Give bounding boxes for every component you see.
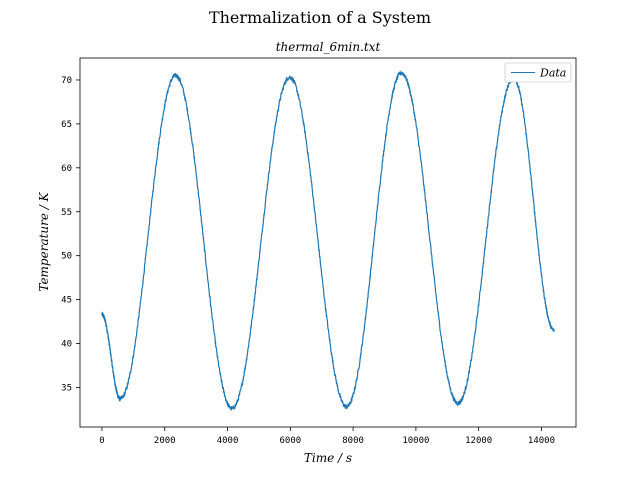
x-axis-label: Time / s [304,451,352,465]
y-tick-label: 50 [61,252,72,262]
plot-area: 0 2000 4000 6000 8000 10000 12000 14000 35 40 45 5… [61,57,577,446]
x-tick-label: 12000 [465,436,492,446]
legend-box [504,62,572,83]
x-tick-label: 4000 [217,436,239,446]
y-tick-label: 60 [61,164,72,174]
y-tick-label: 65 [61,120,72,130]
x-axis-ticks: 0 2000 4000 6000 8000 10000 12000 14000 [99,427,555,446]
y-tick-label: 45 [61,296,72,306]
legend-label-data: Data [539,67,566,80]
y-axis-label: Temperature / K [37,191,51,291]
y-axis-ticks: 35 40 45 50 55 60 65 70 [61,76,80,393]
legend: Data [504,62,572,83]
x-tick-label: 8000 [342,436,364,446]
y-tick-label: 40 [61,340,72,350]
chart-subtitle: thermal_6min.txt [276,40,381,54]
y-tick-label: 55 [61,208,72,218]
axes-frame [79,57,577,428]
x-tick-label: 6000 [279,436,301,446]
series-line-data [101,70,555,411]
x-tick-label: 10000 [402,436,429,446]
chart-title: Thermalization of a System [209,8,431,27]
x-tick-label: 2000 [154,436,176,446]
y-tick-label: 70 [61,76,72,86]
x-tick-label: 14000 [528,436,555,446]
y-tick-label: 35 [61,383,72,393]
series-layer [101,70,555,411]
x-tick-label: 0 [99,436,104,446]
